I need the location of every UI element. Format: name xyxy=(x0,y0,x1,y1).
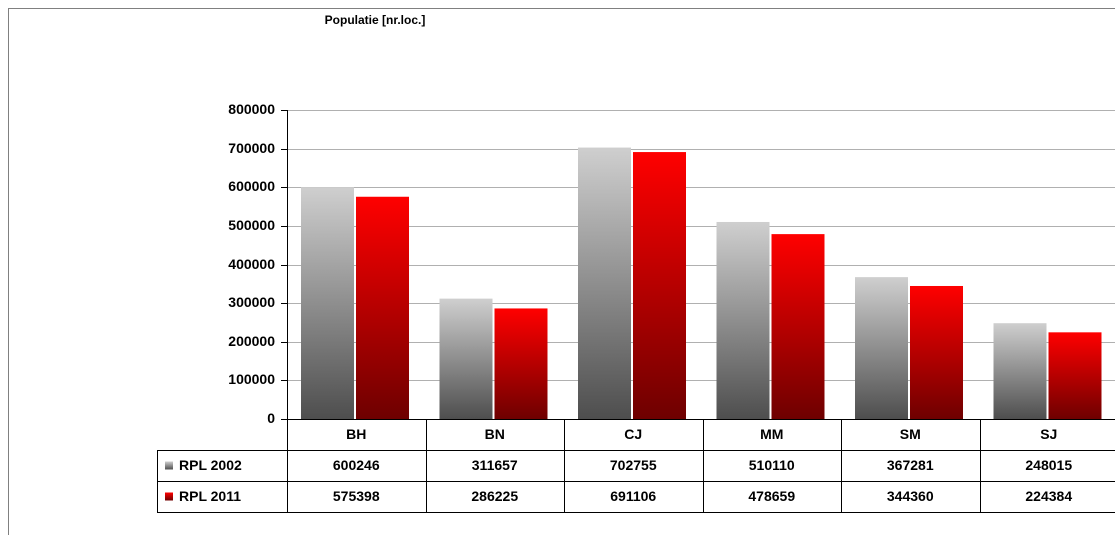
bar xyxy=(356,196,409,419)
x-tick-label: SJ xyxy=(1040,426,1057,442)
table-value: 510110 xyxy=(749,457,795,473)
y-tick-label: 400000 xyxy=(228,256,275,272)
bar xyxy=(633,152,686,419)
y-tick-label: 300000 xyxy=(228,294,275,310)
x-tick-label: BN xyxy=(485,426,505,442)
x-tick-label: BH xyxy=(346,426,366,442)
y-tick-label: 0 xyxy=(267,410,275,426)
table-value: 478659 xyxy=(748,488,795,504)
y-tick-label: 600000 xyxy=(228,178,275,194)
bar xyxy=(716,221,770,419)
y-tick-label: 500000 xyxy=(228,217,275,233)
table-value: 691106 xyxy=(610,488,656,504)
bar xyxy=(1048,332,1102,419)
x-tick-label: CJ xyxy=(624,426,642,442)
table-value: 248015 xyxy=(1025,457,1072,473)
y-tick-label: 800000 xyxy=(228,101,275,117)
bar xyxy=(855,277,908,419)
table-value: 575398 xyxy=(333,488,380,504)
table-value: 600246 xyxy=(333,457,380,473)
y-tick-label: 100000 xyxy=(228,371,275,387)
x-tick-label: SM xyxy=(900,426,921,442)
y-tick-label: 200000 xyxy=(228,333,275,349)
bar xyxy=(910,285,963,419)
table-value: 702755 xyxy=(610,457,657,473)
table-value: 311657 xyxy=(472,457,518,473)
y-tick-label: 700000 xyxy=(228,140,275,156)
bar xyxy=(494,308,548,419)
table-value: 286225 xyxy=(471,488,518,504)
table-value: 224384 xyxy=(1025,488,1072,504)
legend-label: RPL 2002 xyxy=(179,457,242,473)
legend-key xyxy=(165,461,173,470)
bar xyxy=(301,187,354,419)
legend-key xyxy=(165,492,173,501)
legend-label: RPL 2011 xyxy=(179,488,241,504)
x-tick-label: MM xyxy=(760,426,783,442)
table-value: 344360 xyxy=(887,488,934,504)
bar xyxy=(993,323,1047,419)
bar xyxy=(771,234,825,419)
chart-title: Populatie [nr.loc.] xyxy=(325,13,426,27)
table-value: 367281 xyxy=(887,457,934,473)
chart-frame xyxy=(8,8,1115,535)
bar xyxy=(578,147,631,419)
bar xyxy=(439,298,493,419)
